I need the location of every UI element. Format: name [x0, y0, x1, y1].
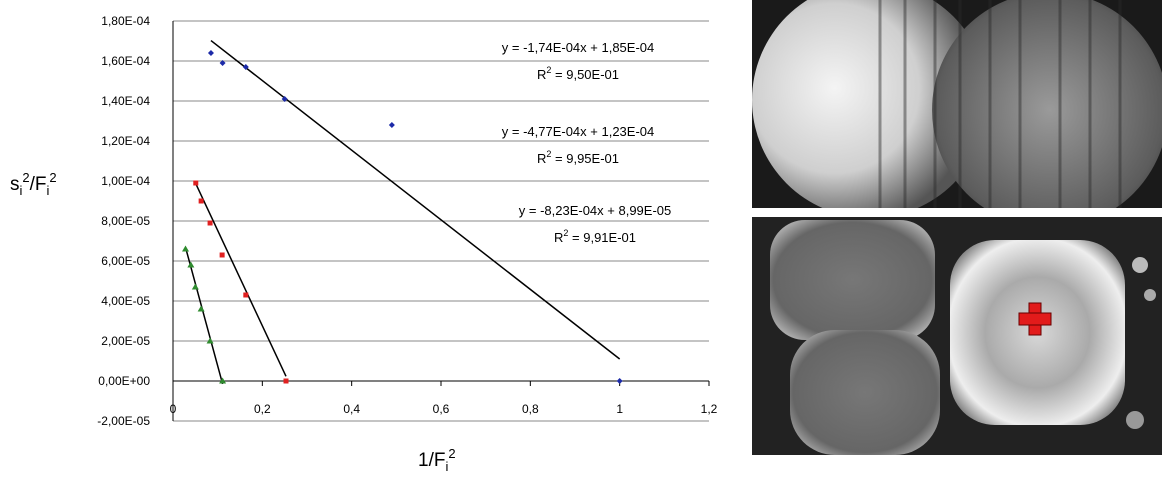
y-tick-label: -2,00E-05 — [97, 414, 150, 428]
y-axis-label: si2/Fi2 — [10, 170, 57, 198]
point — [388, 122, 395, 128]
point — [193, 180, 199, 186]
r-squared: R2 = 9,91E-01 — [554, 228, 636, 245]
r-squared-part: R — [537, 67, 546, 82]
x-tick-label: 0,4 — [343, 402, 360, 416]
trend-equation: y = -1,74E-04x + 1,85E-04 — [502, 40, 654, 55]
r-squared: R2 = 9,95E-01 — [537, 149, 619, 166]
point — [207, 220, 213, 226]
r-squared-part: = 9,50E-01 — [551, 67, 619, 82]
y-tick-label: 1,20E-04 — [101, 134, 150, 148]
point — [281, 96, 288, 102]
point — [219, 377, 227, 384]
x-tick-label: 1,2 — [701, 402, 718, 416]
r-squared-part: R — [554, 230, 563, 245]
y-tick-label: 1,60E-04 — [101, 54, 150, 68]
r-squared-part: = 9,91E-01 — [568, 230, 636, 245]
x-axis-label: 1/Fi2 — [418, 446, 456, 474]
x-tick-label: 0,8 — [522, 402, 539, 416]
r-squared-part: = 9,95E-01 — [551, 151, 619, 166]
y-tick-label: 1,80E-04 — [101, 14, 150, 28]
point — [243, 292, 249, 298]
image-top — [752, 0, 1162, 208]
image-bottom — [752, 217, 1162, 455]
trend-line — [210, 39, 621, 360]
y-tick-label: 8,00E-05 — [101, 214, 150, 228]
point — [191, 283, 199, 290]
trend-equation: y = -4,77E-04x + 1,23E-04 — [502, 124, 654, 139]
x-tick-label: 0,2 — [254, 402, 271, 416]
y-tick-label: 2,00E-05 — [101, 334, 150, 348]
point — [242, 64, 249, 70]
y-tick-label: 6,00E-05 — [101, 254, 150, 268]
point — [219, 252, 225, 258]
trend-equation: y = -8,23E-04x + 8,99E-05 — [519, 203, 671, 218]
point — [206, 337, 214, 344]
r-squared-part: 2 — [563, 228, 568, 238]
point — [283, 378, 289, 384]
y-tick-label: 0,00E+00 — [98, 374, 150, 388]
x-tick-label: 0,6 — [433, 402, 450, 416]
point — [616, 378, 623, 384]
r-squared-part: 2 — [546, 65, 551, 75]
x-tick-label: 1 — [616, 402, 623, 416]
point — [187, 261, 195, 268]
point — [182, 245, 190, 252]
r-squared-part: 2 — [546, 149, 551, 159]
trend-line — [195, 183, 287, 377]
r-squared-part: R — [537, 151, 546, 166]
x-tick-label: 0 — [170, 402, 177, 416]
point — [197, 305, 205, 312]
point — [219, 60, 226, 66]
point — [198, 198, 204, 204]
trend-line — [184, 247, 224, 385]
y-tick-label: 1,00E-04 — [101, 174, 150, 188]
y-tick-label: 4,00E-05 — [101, 294, 150, 308]
point — [207, 50, 214, 56]
y-tick-label: 1,40E-04 — [101, 94, 150, 108]
r-squared: R2 = 9,50E-01 — [537, 65, 619, 82]
